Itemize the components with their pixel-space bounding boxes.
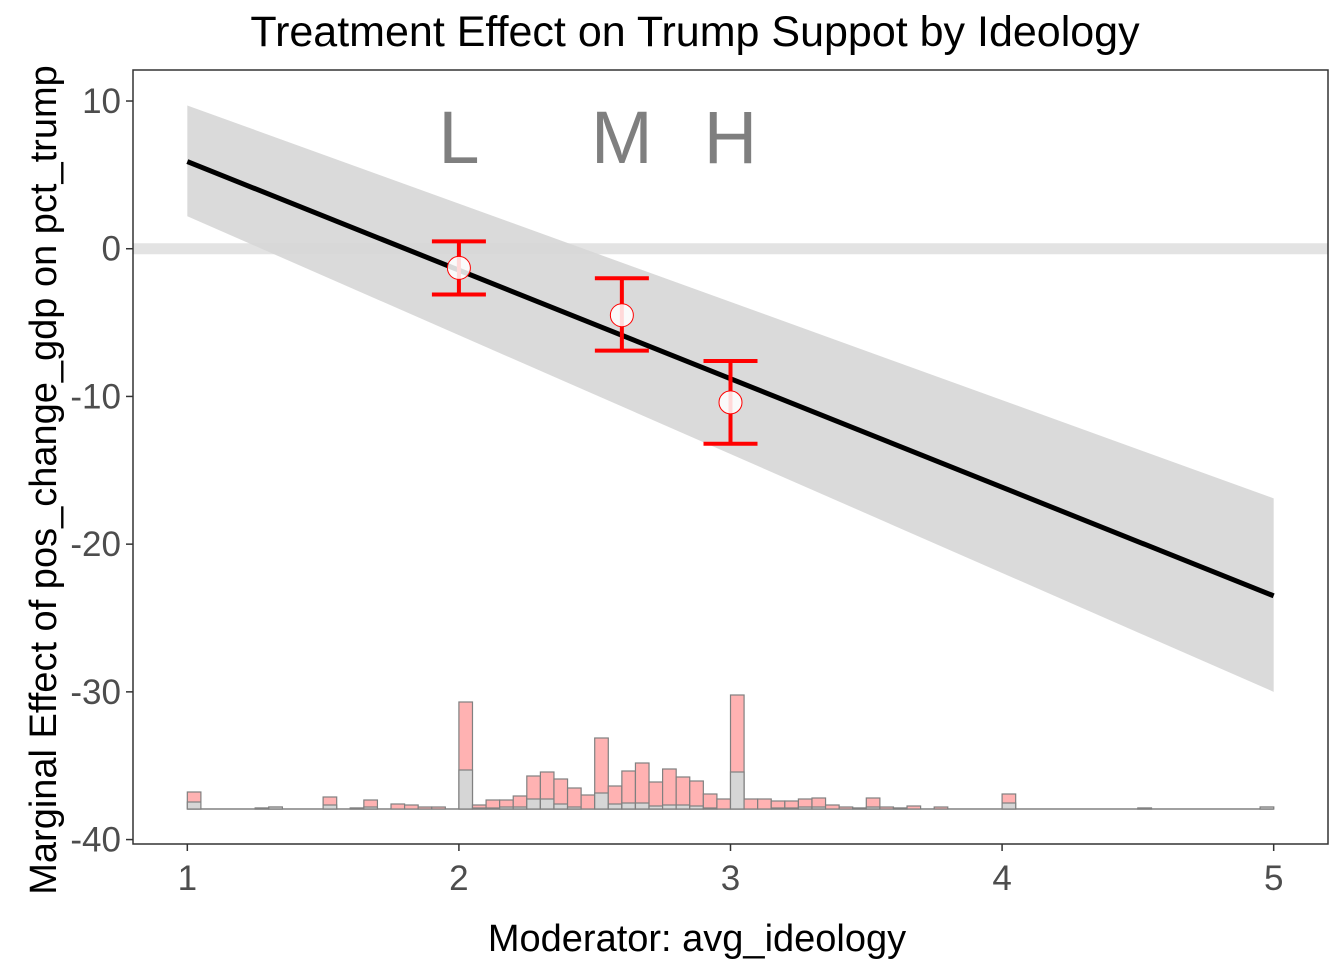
histogram-bar-control xyxy=(1001,802,1017,810)
histogram-bar-control xyxy=(634,802,650,810)
histogram-bar-control xyxy=(729,771,745,810)
histogram-bar-control xyxy=(1137,807,1153,810)
histogram-bar-total xyxy=(566,787,582,810)
histogram-bar-control xyxy=(702,807,718,810)
histogram-bar-control xyxy=(458,769,474,810)
histogram-bar-total xyxy=(838,806,854,810)
point-estimate-L xyxy=(446,255,471,280)
histogram-bar-total xyxy=(580,794,596,810)
histogram-bar-total xyxy=(743,798,759,810)
histogram-bar-control xyxy=(485,807,501,810)
bin-label-L: L xyxy=(438,96,479,179)
histogram-bar-control xyxy=(526,798,541,810)
histogram-bar-control xyxy=(539,798,555,810)
histogram-bar-total xyxy=(662,768,677,810)
y-axis-label: Marginal Effect of pos_change_gdp on pct… xyxy=(23,65,65,895)
y-tick-label: 0 xyxy=(102,230,121,269)
histogram-bar-total xyxy=(757,798,772,810)
histogram-bar-total xyxy=(390,803,406,810)
point-estimate-H xyxy=(718,390,743,415)
histogram-bar-control xyxy=(770,807,786,810)
histogram-bar-total xyxy=(879,806,895,810)
histogram-bar-control xyxy=(689,805,704,810)
bin-label-M: M xyxy=(591,96,653,179)
histogram-bar-control xyxy=(471,807,487,810)
y-tick-label: -10 xyxy=(70,377,121,416)
bin-label-H: H xyxy=(704,96,757,179)
histogram-bar-control xyxy=(553,803,569,810)
x-tick-label: 5 xyxy=(1264,859,1283,898)
x-axis-label: Moderator: avg_ideology xyxy=(488,918,906,960)
histogram xyxy=(186,694,1275,810)
histogram-bar-control xyxy=(865,806,881,810)
histogram-bar-control xyxy=(675,804,691,810)
histogram-bar-control xyxy=(811,806,827,810)
histogram-bar-total xyxy=(634,762,650,810)
histogram-bar-total xyxy=(824,804,840,810)
histogram-bar-control xyxy=(892,807,908,810)
plot-area: L M H 1 2 3 4 5 10 0 -10 -20 -30 -40 xyxy=(70,69,1329,898)
histogram-bar-total xyxy=(675,776,691,810)
histogram-bar-control xyxy=(852,807,867,810)
chart-title: Treatment Effect on Trump Suppot by Ideo… xyxy=(250,8,1140,56)
histogram-bar-control xyxy=(1259,806,1275,810)
histogram-bar-control xyxy=(499,806,514,810)
histogram-bar-control xyxy=(797,806,813,810)
histogram-bar-total xyxy=(702,793,718,810)
y-tick-label: 10 xyxy=(82,82,121,121)
histogram-bar-control xyxy=(566,806,582,810)
histogram-bar-control xyxy=(621,802,637,810)
histogram-bar-total xyxy=(906,805,922,810)
x-tick-label: 3 xyxy=(721,859,740,898)
x-tick-label: 2 xyxy=(449,859,468,898)
histogram-bar-total xyxy=(431,806,446,810)
histogram-bar-total xyxy=(689,780,704,810)
histogram-bar-control xyxy=(349,807,365,810)
point-estimate-M xyxy=(609,303,634,328)
histogram-bar-control xyxy=(512,806,528,810)
histogram-bar-control xyxy=(186,801,202,810)
y-tick-label: -30 xyxy=(70,673,121,712)
histogram-bar-control xyxy=(594,792,609,810)
histogram-bar-control xyxy=(254,807,270,810)
histogram-bar-control xyxy=(784,807,799,810)
histogram-bar-total xyxy=(403,804,419,810)
y-tick-label: -20 xyxy=(70,525,121,564)
histogram-bar-control xyxy=(322,804,338,810)
x-tick-label: 1 xyxy=(178,859,197,898)
histogram-bar-total xyxy=(417,806,433,810)
histogram-bar-control xyxy=(662,804,677,810)
x-tick-label: 4 xyxy=(992,859,1011,898)
histogram-bar-total xyxy=(933,806,949,810)
histogram-bar-total xyxy=(648,781,664,810)
histogram-bar-control xyxy=(607,803,623,810)
histogram-bar-control xyxy=(363,806,379,810)
histogram-bar-total xyxy=(716,798,732,810)
histogram-bar-control xyxy=(648,805,664,810)
y-tick-label: -40 xyxy=(70,821,121,860)
histogram-bar-control xyxy=(268,806,283,810)
